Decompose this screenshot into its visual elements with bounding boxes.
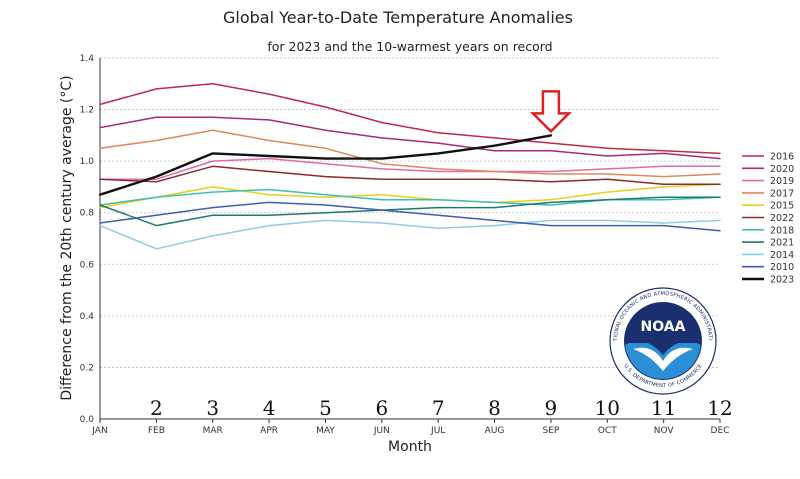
month-number-label: 5 <box>319 396 332 420</box>
legend-label-2022: 2022 <box>770 213 794 224</box>
month-number-label: 4 <box>263 396 276 420</box>
x-tick-labels: JAN FEB MAR APR MAY JUN JUL AUG SEP OCT NOV DEC <box>91 419 729 436</box>
month-number-label: 2 <box>150 396 163 420</box>
x-tick-label: NOV <box>654 426 675 436</box>
highlight-arrow <box>529 90 572 134</box>
y-axis-label: Difference from the 20th century average… <box>59 75 75 400</box>
legend-label-2017: 2017 <box>770 188 794 199</box>
month-number-label: 12 <box>707 396 732 420</box>
chart-title: Global Year-to-Date Temperature Anomalie… <box>223 8 573 27</box>
legend-label-2023: 2023 <box>770 275 794 286</box>
month-number-label: 7 <box>432 396 445 420</box>
series-line-2023 <box>98 134 553 196</box>
noaa-logo-center-text: NOAA <box>641 319 686 335</box>
x-tick-label: OCT <box>598 426 617 436</box>
x-tick-label: MAY <box>316 426 335 436</box>
noaa-logo: NOAA NATIONAL OCEANIC AND ATMOSPHERIC AD… <box>609 287 717 395</box>
legend-label-2019: 2019 <box>770 176 794 187</box>
legend-label-2015: 2015 <box>770 201 794 212</box>
y-tick-label: 0.0 <box>80 415 95 425</box>
x-tick-label: DEC <box>711 426 730 436</box>
month-number-label: 8 <box>488 396 501 420</box>
axes <box>99 58 720 420</box>
x-tick-label: JUN <box>373 426 390 436</box>
month-number-label: 11 <box>651 396 676 420</box>
x-tick-label: MAR <box>203 426 223 436</box>
series-line-2021 <box>99 196 721 227</box>
annotations <box>529 90 572 134</box>
legend-label-2014: 2014 <box>770 250 794 261</box>
series-line-2010 <box>99 201 721 232</box>
series-line-2019 <box>99 157 721 180</box>
chart-subtitle: for 2023 and the 10-warmest years on rec… <box>267 39 552 54</box>
legend-label-2018: 2018 <box>770 225 794 236</box>
y-tick-label: 0.4 <box>80 312 95 322</box>
month-number-label: 6 <box>375 396 388 420</box>
y-tick-label: 1.2 <box>80 106 94 116</box>
series-line-2022 <box>99 165 721 186</box>
month-number-label: 9 <box>545 396 558 420</box>
month-number-labels: 2 3 4 5 6 7 8 9 10 11 12 <box>150 396 733 420</box>
x-tick-label: AUG <box>485 426 505 436</box>
legend-label-2010: 2010 <box>770 262 794 273</box>
series-line-2016 <box>99 83 721 155</box>
month-number-label: 3 <box>206 396 219 420</box>
y-tick-label: 1.4 <box>80 54 95 64</box>
y-tick-label: 0.2 <box>80 363 94 373</box>
series-line-2015 <box>99 183 721 209</box>
series-line-2017 <box>99 129 721 178</box>
x-tick-label: JUL <box>430 426 445 436</box>
x-tick-label: JAN <box>91 426 107 436</box>
y-tick-label: 1.0 <box>80 157 95 167</box>
month-number-label: 10 <box>595 396 620 420</box>
x-axis-label: Month <box>388 439 432 455</box>
series-line-2014 <box>99 219 721 250</box>
y-tick-label: 0.8 <box>80 209 95 219</box>
legend-label-2021: 2021 <box>770 238 794 249</box>
series-line-2020 <box>99 116 721 160</box>
x-tick-label: FEB <box>148 426 165 436</box>
series-lines <box>98 83 721 250</box>
x-tick-label: APR <box>260 426 278 436</box>
x-tick-label: SEP <box>542 426 559 436</box>
legend-label-2016: 2016 <box>770 152 794 163</box>
y-tick-labels: 0.0 0.2 0.4 0.6 0.8 1.0 1.2 1.4 <box>80 54 95 425</box>
legend-label-2020: 2020 <box>770 164 794 175</box>
y-tick-label: 0.6 <box>80 260 95 270</box>
